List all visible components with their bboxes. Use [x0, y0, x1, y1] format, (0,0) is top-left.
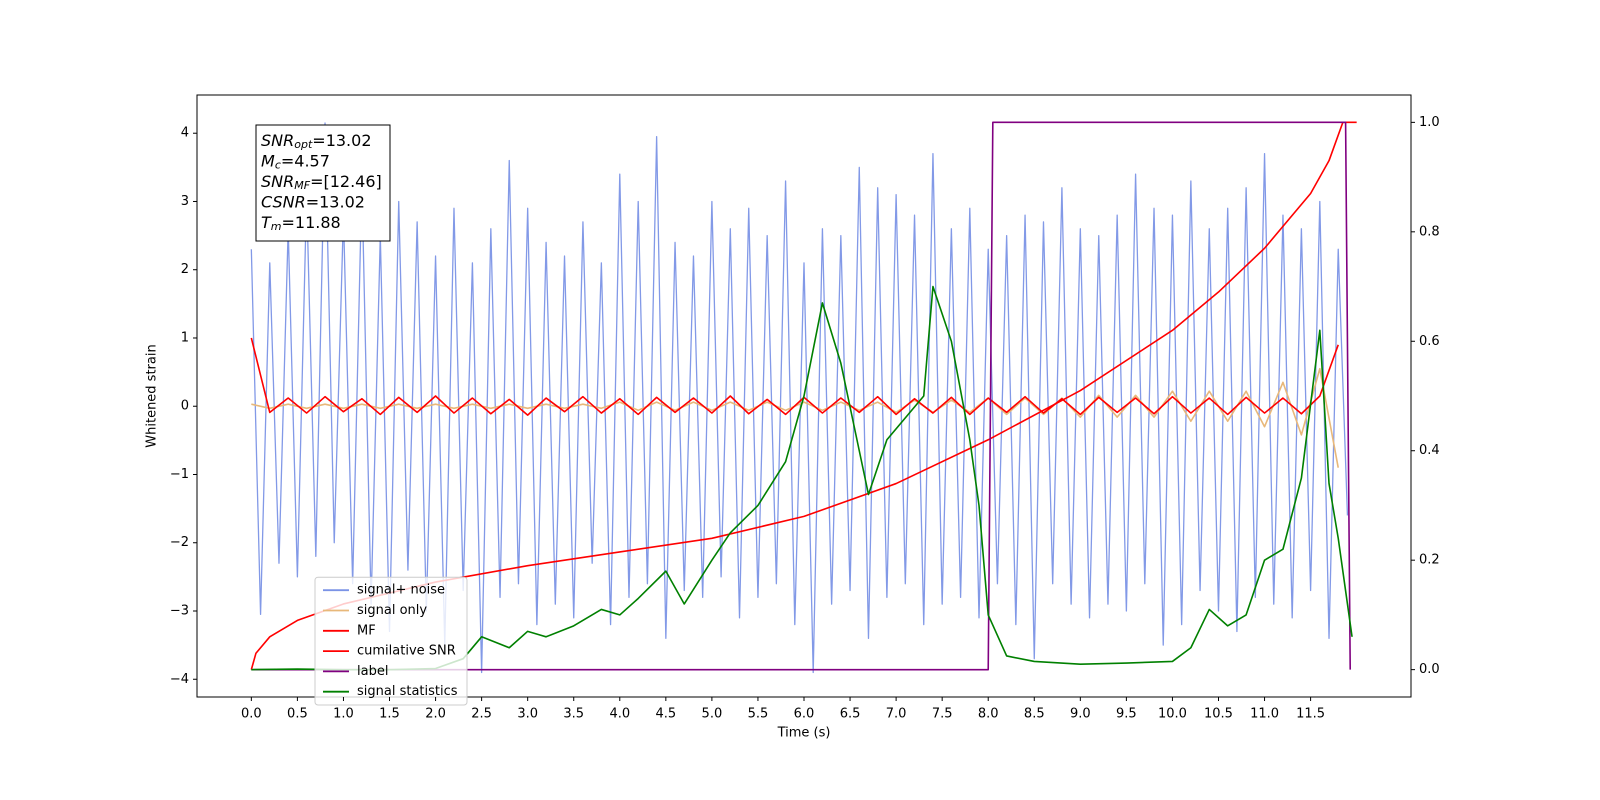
y-tick-label: −1 — [170, 467, 189, 482]
x-tick-label: 4.0 — [609, 707, 630, 722]
x-tick-label: 11.0 — [1250, 707, 1279, 722]
y-tick-label: 0 — [181, 399, 189, 414]
series-line — [250, 337, 1339, 416]
x-tick-label: 6.0 — [794, 707, 815, 722]
y2-tick-label: 0.4 — [1419, 443, 1440, 458]
x-tick-label: 8.0 — [978, 707, 999, 722]
x-tick-label: 6.5 — [840, 707, 861, 722]
annotation: SNRopt=13.02 — [261, 131, 372, 152]
y-tick-label: 3 — [181, 194, 189, 209]
x-tick-label: 7.5 — [932, 707, 953, 722]
annotation-symbol: SNR — [261, 172, 294, 191]
annotation-text: =[12.46] — [310, 172, 382, 191]
annotation-symbol: SNR — [261, 131, 294, 150]
x-tick-label: 10.5 — [1204, 707, 1233, 722]
annotation-text: =13.02 — [312, 131, 371, 150]
annotation: Tm=11.88 — [261, 213, 341, 234]
annotation-symbol: M — [261, 151, 275, 170]
legend-label: MF — [357, 623, 376, 638]
annotation-subscript: opt — [294, 138, 313, 151]
x-tick-label: 2.5 — [471, 707, 492, 722]
y-tick-label: 1 — [181, 330, 189, 345]
x-tick-label: 3.5 — [563, 707, 584, 722]
annotation: Mc=4.57 — [261, 151, 330, 172]
annotation-text: =4.57 — [281, 151, 330, 170]
y-tick-label: −2 — [170, 535, 189, 550]
y2-tick-label: 0.0 — [1419, 662, 1440, 677]
y-tick-label: 2 — [181, 262, 189, 277]
annotation-text: =11.88 — [282, 213, 341, 232]
x-tick-label: 10.0 — [1158, 707, 1187, 722]
series-line — [250, 121, 1357, 670]
annotation-box: SNRopt=13.02Mc=4.57SNRMF=[12.46]CSNR=13.… — [255, 124, 391, 242]
annotation: CSNR=13.02 — [261, 192, 365, 211]
series-layer — [250, 121, 1357, 674]
series-line — [250, 122, 1349, 674]
x-tick-label: 5.5 — [748, 707, 769, 722]
y2-tick-label: 0.8 — [1419, 224, 1440, 239]
x-tick-label: 4.5 — [655, 707, 676, 722]
legend-label: signal only — [357, 603, 427, 618]
y-tick-label: −4 — [170, 672, 189, 687]
y-axis-label: Whitened strain — [145, 344, 160, 447]
legend-label: signal statistics — [357, 684, 458, 699]
legend: signal+ noise signal only MF cumilative SNR… — [314, 576, 468, 706]
annotation-subscript: m — [271, 220, 282, 233]
y-tick-label: −3 — [170, 604, 189, 619]
series-line — [251, 121, 1352, 671]
y2-tick-label: 1.0 — [1419, 115, 1440, 130]
x-tick-label: 8.5 — [1024, 707, 1045, 722]
legend-label: signal+ noise — [357, 583, 445, 598]
x-tick-label: 1.5 — [379, 707, 400, 722]
annotation-subscript: c — [275, 159, 281, 172]
annotation: SNRMF=[12.46] — [261, 172, 382, 193]
x-tick-label: 0.0 — [241, 707, 262, 722]
annotation-text: =13.02 — [306, 192, 365, 211]
legend-label: cumilative SNR — [357, 644, 456, 659]
y2-tick-label: 0.6 — [1419, 334, 1440, 349]
x-tick-label: 1.0 — [333, 707, 354, 722]
x-tick-label: 3.0 — [517, 707, 538, 722]
x-tick-label: 0.5 — [287, 707, 308, 722]
y-tick-label: 4 — [181, 126, 189, 141]
x-tick-label: 2.0 — [425, 707, 446, 722]
legend-frame — [314, 576, 468, 706]
y2-tick-label: 0.2 — [1419, 553, 1440, 568]
x-axis-label: Time (s) — [777, 726, 831, 741]
x-tick-label: 5.0 — [702, 707, 723, 722]
legend-label: label — [357, 664, 388, 679]
annotation-subscript: MF — [294, 179, 310, 192]
annotation-symbol: T — [261, 213, 272, 232]
x-tick-label: 11.5 — [1296, 707, 1325, 722]
annotation-symbol: CSNR — [261, 192, 306, 211]
annotation-frame — [255, 124, 391, 242]
x-tick-label: 9.5 — [1116, 707, 1137, 722]
x-tick-label: 9.0 — [1070, 707, 1091, 722]
series-line — [251, 285, 1353, 671]
x-tick-label: 7.0 — [886, 707, 907, 722]
